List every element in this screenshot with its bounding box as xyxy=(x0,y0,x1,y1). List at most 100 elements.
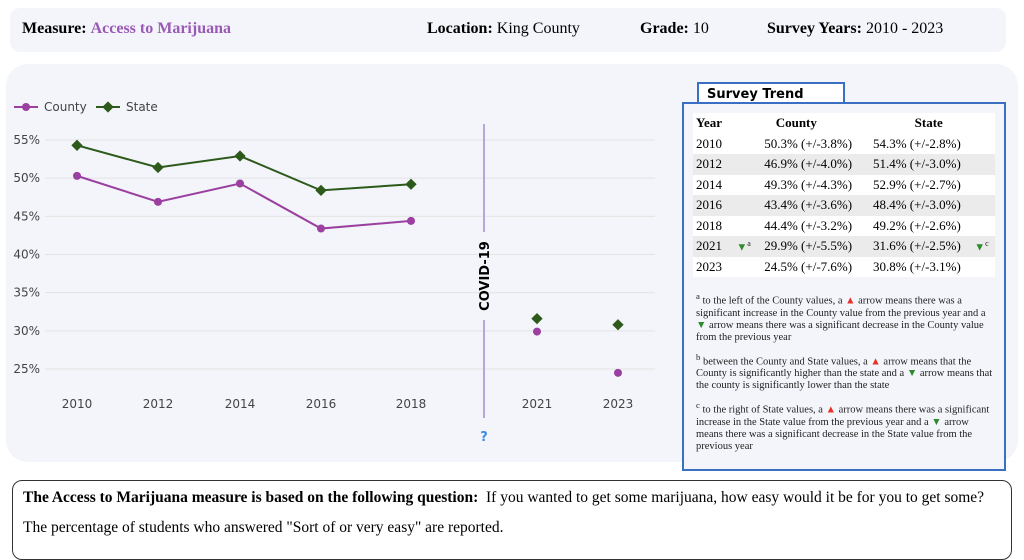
up-arrow-icon: ▲ xyxy=(825,404,836,416)
year-cell: 2018 xyxy=(693,215,731,236)
footnote-text: arrow means there was a significant decr… xyxy=(696,416,973,452)
county-arrow xyxy=(730,154,754,175)
county-cell: 49.3% (+/-4.3%) xyxy=(753,174,863,195)
footnote-text: arrow means there was a significant decr… xyxy=(696,319,984,343)
county-arrow: ▼a xyxy=(730,236,754,257)
county-point xyxy=(614,368,622,377)
state-point xyxy=(531,312,543,325)
state-arrow xyxy=(971,256,995,277)
table-row: 2010 50.3% (+/-3.8%) 54.3% (+/-2.8%) xyxy=(693,133,995,154)
county-arrow xyxy=(730,256,754,277)
year-cell: 2023 xyxy=(693,256,731,277)
state-point xyxy=(315,184,327,197)
state-cell: 49.2% (+/-2.6%) xyxy=(862,215,972,236)
state-arrow xyxy=(971,154,995,175)
years-label: Survey Years: xyxy=(767,20,862,37)
up-arrow-icon: ▲ xyxy=(845,295,856,307)
county-arrow xyxy=(730,195,754,216)
county-point xyxy=(533,327,541,336)
survey-trend-table: Year County State 2010 50.3% (+/-3.8%) 54.3%… xyxy=(693,113,995,277)
county-cell: 46.9% (+/-4.0%) xyxy=(753,154,863,175)
table-row: 2014 49.3% (+/-4.3%) 52.9% (+/-2.7%) xyxy=(693,174,995,195)
year-cell: 2012 xyxy=(693,154,731,175)
state-point xyxy=(612,319,624,331)
down-arrow-icon: ▼ xyxy=(906,368,918,379)
footnote-b: b between the County and State values, a… xyxy=(696,351,996,393)
reported-text: The percentage of students who answered … xyxy=(23,519,504,536)
y-tick-label: 25% xyxy=(13,362,40,376)
col-year: Year xyxy=(693,113,731,134)
state-cell: 54.3% (+/-2.8%) xyxy=(862,133,972,154)
state-cell: 48.4% (+/-3.0%) xyxy=(862,195,972,216)
down-arrow-icon: ▼ xyxy=(696,319,707,331)
location-label: Location: xyxy=(427,20,493,37)
county-cell: 24.5% (+/-7.6%) xyxy=(753,256,863,277)
state-arrow xyxy=(971,174,995,195)
x-tick-label: 2010 xyxy=(62,397,93,411)
state-point xyxy=(71,139,83,152)
table-row: 2021 ▼a 29.9% (+/-5.5%) 31.6% (+/-2.5%) ▼c xyxy=(693,236,995,257)
county-arrow xyxy=(730,215,754,236)
state-cell: 30.8% (+/-3.1%) xyxy=(862,256,972,277)
covid-label: COVID-19 xyxy=(478,241,493,311)
question-text: If you wanted to get some marijuana, how… xyxy=(486,489,985,506)
footnote-text: arrow means there was a significant incr… xyxy=(696,404,990,428)
state-cell: 52.9% (+/-2.7%) xyxy=(862,174,972,195)
legend-marker xyxy=(22,103,30,111)
down-arrow-icon: ▼ xyxy=(931,416,942,428)
footnote-text: between the County and State values, a xyxy=(700,356,871,367)
question-lead: The Access to Marijuana measure is based… xyxy=(23,489,479,506)
county-cell: 44.4% (+/-3.2%) xyxy=(753,215,863,236)
header-bar: Measure: Access to Marijuana Location: K… xyxy=(10,8,1006,52)
footnote-a: a to the left of the County values, a ▲ … xyxy=(696,290,996,344)
line-chart: 25% 30% 35% 40% 45% 50% 55% 2010 2012 2014 2016 201… xyxy=(13,100,655,445)
state-arrow xyxy=(971,133,995,154)
footnote-text: arrow means there was a significant incr… xyxy=(696,295,986,319)
footnote-marker: a xyxy=(696,291,700,301)
year-cell: 2016 xyxy=(693,195,731,216)
y-tick-label: 55% xyxy=(13,133,40,147)
year-cell: 2014 xyxy=(693,174,731,195)
table-row: 2012 46.9% (+/-4.0%) 51.4% (+/-3.0%) xyxy=(693,154,995,175)
footnote-text: arrow means that the county is significa… xyxy=(696,368,993,391)
state-arrow: ▼c xyxy=(971,236,995,257)
state-point xyxy=(234,150,246,162)
measure-label: Measure: xyxy=(22,20,87,37)
footnote-c: c to the right of State values, a ▲ arro… xyxy=(696,399,996,453)
x-tick-label: 2014 xyxy=(225,397,256,411)
table-row: 2023 24.5% (+/-7.6%) 30.8% (+/-3.1%) xyxy=(693,256,995,277)
x-tick-label: 2021 xyxy=(522,397,553,411)
y-tick-label: 35% xyxy=(13,286,40,300)
x-tick-label: 2016 xyxy=(306,397,337,411)
footnote-text: arrow means that the County is significa… xyxy=(696,356,972,379)
y-tick-label: 45% xyxy=(13,209,40,223)
county-cell: 29.9% (+/-5.5%) xyxy=(753,236,863,257)
x-tick-label: 2018 xyxy=(396,397,427,411)
table-row: 2016 43.4% (+/-3.6%) 48.4% (+/-3.0%) xyxy=(693,195,995,216)
footnote-marker: b xyxy=(696,351,701,362)
question-box: The Access to Marijuana measure is based… xyxy=(12,480,1012,560)
grade-label: Grade: xyxy=(640,20,689,37)
county-point xyxy=(73,171,81,180)
location-value: King County xyxy=(496,20,580,37)
grade-value: 10 xyxy=(692,20,709,37)
state-point xyxy=(405,178,417,190)
state-arrow xyxy=(971,195,995,216)
legend-label-county: County xyxy=(44,100,87,114)
year-cell: 2010 xyxy=(693,133,731,154)
survey-trend-title: Survey Trend xyxy=(697,82,845,104)
x-tick-label: 2012 xyxy=(143,397,174,411)
col-state: State xyxy=(862,113,995,134)
county-cell: 43.4% (+/-3.6%) xyxy=(753,195,863,216)
measure-value: Access to Marijuana xyxy=(90,20,231,37)
county-cell: 50.3% (+/-3.8%) xyxy=(753,133,863,154)
year-cell: 2021 xyxy=(693,236,731,257)
years-value: 2010 - 2023 xyxy=(865,20,944,37)
help-icon[interactable]: ? xyxy=(480,430,488,445)
series-line-county xyxy=(76,174,412,230)
y-tick-label: 50% xyxy=(13,171,40,185)
county-point xyxy=(236,179,244,188)
y-tick-label: 30% xyxy=(13,324,40,338)
survey-trend-panel: Year County State 2010 50.3% (+/-3.8%) 54.3%… xyxy=(682,102,1006,471)
state-point xyxy=(152,161,164,174)
